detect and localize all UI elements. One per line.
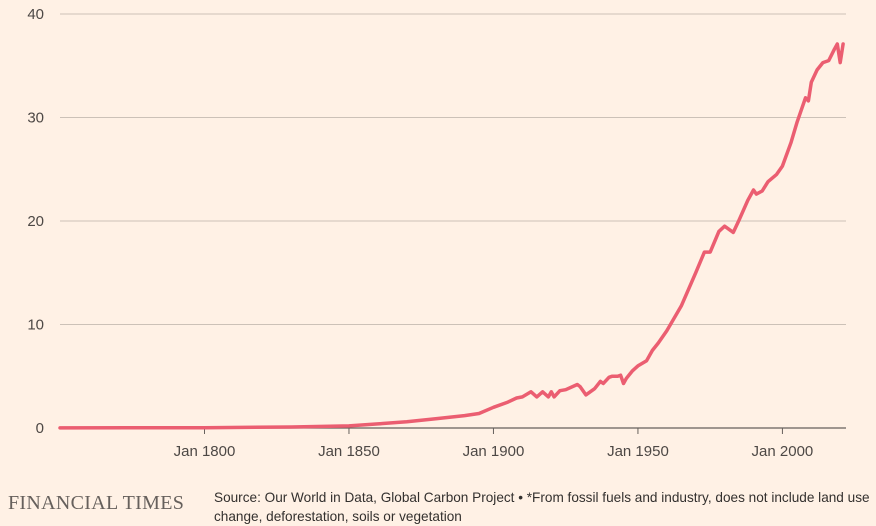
y-tick-label: 30	[27, 110, 44, 127]
x-tick-label: Jan 1800	[174, 443, 236, 460]
y-tick-label: 10	[27, 317, 44, 334]
x-tick-label: Jan 1850	[318, 443, 380, 460]
x-tick-label: Jan 2000	[752, 443, 814, 460]
x-tick-label: Jan 1950	[607, 443, 669, 460]
source-note: Source: Our World in Data, Global Carbon…	[214, 490, 870, 524]
series-line-co2-emissions	[58, 42, 845, 430]
chart-series	[58, 42, 845, 430]
ft-logo: FINANCIAL TIMES	[8, 492, 185, 514]
y-axis-ticks: 0 10 20 30 40	[27, 6, 44, 437]
chart-gridlines	[60, 13, 846, 429]
line-chart: 0 10 20 30 40 Jan 1800 Jan 1850 Jan 1900 Jan 19…	[27, 6, 846, 460]
x-axis-ticks: Jan 1800 Jan 1850 Jan 1900 Jan 1950 Jan 2000	[174, 428, 814, 460]
x-tick-label: Jan 1900	[463, 443, 525, 460]
y-tick-label: 40	[27, 6, 44, 23]
y-tick-label: 0	[36, 420, 44, 437]
y-tick-label: 20	[27, 213, 44, 230]
